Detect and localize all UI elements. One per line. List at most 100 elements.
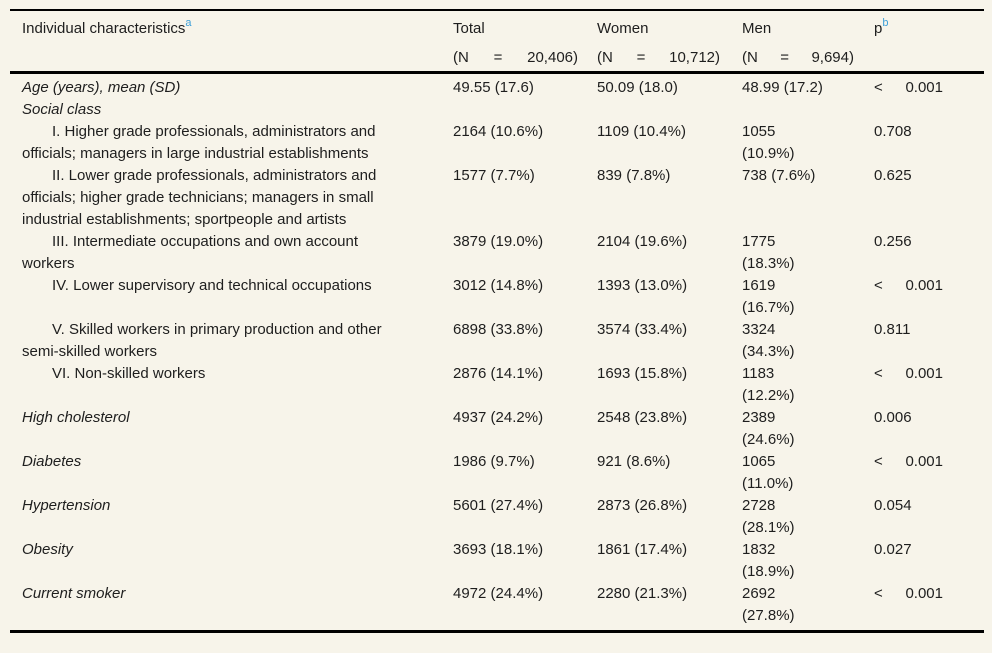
cell-men: 1775 (18.3%) xyxy=(742,233,795,272)
p-value: 0.811 xyxy=(874,321,911,338)
p-value: 0.054 xyxy=(874,497,912,514)
cell-total: 3012 (14.8%) xyxy=(453,277,544,294)
page: { "colors": { "background": "#f7f4ea", "… xyxy=(0,9,992,653)
cell-total: 5601 (27.4%) xyxy=(453,497,544,514)
cell-women: 2280 (21.3%) xyxy=(597,585,688,602)
header-p-label: p xyxy=(874,20,883,37)
cell-women: 1393 (13.0%) xyxy=(597,277,688,294)
table-row-diabetes: Diabetes 1986 (9.7%) 921 (8.6%) 1065 (11… xyxy=(10,451,984,495)
header-characteristics-label: Individual characteristics xyxy=(22,20,186,37)
cell-women: 50.09 (18.0) xyxy=(597,79,678,96)
p-value: < 0.001 xyxy=(874,365,943,382)
cell-women: 921 (8.6%) xyxy=(597,453,671,470)
cell-total: 6898 (33.8%) xyxy=(453,321,544,338)
row-label: IV. Lower supervisory and technical occu… xyxy=(52,277,372,294)
p-value: < 0.001 xyxy=(874,277,943,294)
header-men: Men (N = 9,694) xyxy=(742,10,874,74)
header-total: Total (N = 20,406) xyxy=(453,10,597,74)
cell-women: 2873 (26.8%) xyxy=(597,497,688,514)
cell-p: 0.027 xyxy=(874,539,984,583)
cell-total: 1577 (7.7%) xyxy=(453,167,535,184)
cell-p: 0.625 xyxy=(874,165,984,231)
cell-p: 0.054 xyxy=(874,495,984,539)
table-row-class-3: III. Intermediate occupations and own ac… xyxy=(10,231,984,275)
p-value: 0.625 xyxy=(874,167,912,184)
cell-men: 2692 (27.8%) xyxy=(742,585,795,624)
row-label: Current smoker xyxy=(22,585,126,602)
cell-total: 4937 (24.2%) xyxy=(453,409,544,426)
header-women: Women (N = 10,712) xyxy=(597,10,742,74)
p-value: 0.256 xyxy=(874,233,912,250)
cell-p: 0.006 xyxy=(874,407,984,451)
cell-total xyxy=(453,99,597,121)
table-row-current-smoker: Current smoker 4972 (24.4%) 2280 (21.3%)… xyxy=(10,583,984,632)
p-value: 0.708 xyxy=(874,123,912,140)
cell-total: 3879 (19.0%) xyxy=(453,233,544,250)
footnote-marker-b: b xyxy=(882,17,889,29)
cell-men: 1183 (12.2%) xyxy=(742,365,795,404)
cell-p: 0.811 xyxy=(874,319,984,363)
row-label: I. Higher grade professionals, administr… xyxy=(22,123,376,162)
table-row-class-5: V. Skilled workers in primary production… xyxy=(10,319,984,363)
cell-total: 1986 (9.7%) xyxy=(453,453,535,470)
cell-p: < 0.001 xyxy=(874,275,984,319)
row-label: High cholesterol xyxy=(22,409,130,426)
row-label: II. Lower grade professionals, administr… xyxy=(22,167,377,228)
table-row-social-class: Social class xyxy=(10,99,984,121)
table-row-hypertension: Hypertension 5601 (27.4%) 2873 (26.8%) 2… xyxy=(10,495,984,539)
p-value: < 0.001 xyxy=(874,79,943,96)
cell-women: 1861 (17.4%) xyxy=(597,541,688,558)
row-label: Social class xyxy=(22,101,102,118)
header-p: pb xyxy=(874,10,984,74)
cell-total: 49.55 (17.6) xyxy=(453,79,534,96)
cell-women: 3574 (33.4%) xyxy=(597,321,688,338)
characteristics-table: Individual characteristicsa Total (N = 2… xyxy=(10,9,984,633)
cell-p: 0.256 xyxy=(874,231,984,275)
table-row-class-4: IV. Lower supervisory and technical occu… xyxy=(10,275,984,319)
header-characteristics: Individual characteristicsa xyxy=(10,10,453,74)
cell-men: 738 (7.6%) xyxy=(742,167,816,184)
footnote-marker-a: a xyxy=(185,17,192,29)
table-row-class-6: VI. Non-skilled workers 2876 (14.1%) 169… xyxy=(10,363,984,407)
cell-men: 2728 (28.1%) xyxy=(742,497,795,536)
table-row-obesity: Obesity 3693 (18.1%) 1861 (17.4%) 1832 (… xyxy=(10,539,984,583)
row-label: Hypertension xyxy=(22,497,111,514)
row-label: VI. Non-skilled workers xyxy=(52,365,206,382)
row-label: III. Intermediate occupations and own ac… xyxy=(22,233,359,272)
cell-total: 2876 (14.1%) xyxy=(453,365,544,382)
row-label: Obesity xyxy=(22,541,73,558)
cell-men: 1065 (11.0%) xyxy=(742,453,794,492)
cell-p: < 0.001 xyxy=(874,363,984,407)
cell-men xyxy=(742,99,874,121)
header-total-label: Total xyxy=(453,20,485,37)
cell-men: 1832 (18.9%) xyxy=(742,541,795,580)
cell-men: 2389 (24.6%) xyxy=(742,409,795,448)
row-label: V. Skilled workers in primary production… xyxy=(22,321,382,360)
cell-men: 1055 (10.9%) xyxy=(742,123,795,162)
cell-p: 0.708 xyxy=(874,121,984,165)
row-label: Age (years), mean (SD) xyxy=(22,79,181,96)
header-row: Individual characteristicsa Total (N = 2… xyxy=(10,10,984,74)
table-row-high-cholesterol: High cholesterol 4937 (24.2%) 2548 (23.8… xyxy=(10,407,984,451)
cell-men: 3324 (34.3%) xyxy=(742,321,795,360)
header-women-n: (N = 10,712) xyxy=(597,49,720,66)
table-row-class-1: I. Higher grade professionals, administr… xyxy=(10,121,984,165)
cell-women: 1109 (10.4%) xyxy=(597,123,686,140)
p-value: < 0.001 xyxy=(874,585,943,602)
cell-p: < 0.001 xyxy=(874,73,984,100)
cell-total: 4972 (24.4%) xyxy=(453,585,544,602)
p-value: 0.027 xyxy=(874,541,912,558)
cell-women xyxy=(597,99,742,121)
cell-total: 2164 (10.6%) xyxy=(453,123,544,140)
header-total-n: (N = 20,406) xyxy=(453,49,578,66)
cell-p xyxy=(874,99,984,121)
row-label: Diabetes xyxy=(22,453,82,470)
cell-women: 2548 (23.8%) xyxy=(597,409,688,426)
cell-women: 1693 (15.8%) xyxy=(597,365,688,382)
p-value: 0.006 xyxy=(874,409,912,426)
cell-women: 2104 (19.6%) xyxy=(597,233,688,250)
cell-total: 3693 (18.1%) xyxy=(453,541,544,558)
cell-p: < 0.001 xyxy=(874,583,984,632)
cell-men: 48.99 (17.2) xyxy=(742,79,823,96)
table-row-class-2: II. Lower grade professionals, administr… xyxy=(10,165,984,231)
